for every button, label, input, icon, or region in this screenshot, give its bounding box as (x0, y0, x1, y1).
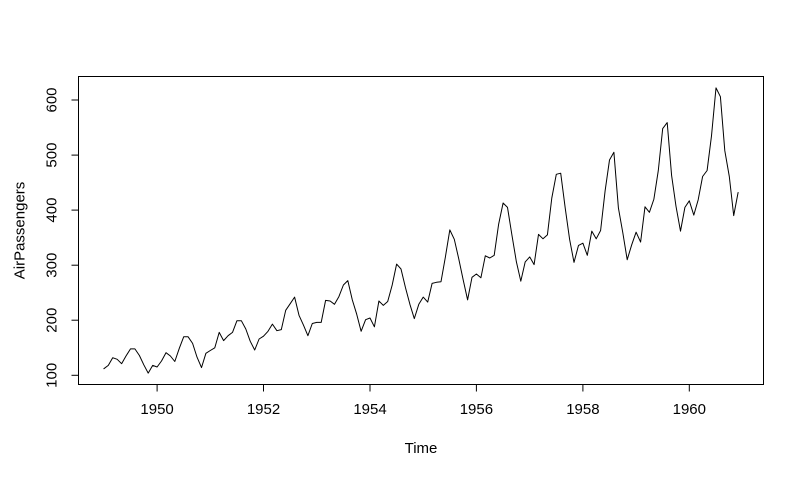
y-tick-label: 100 (44, 363, 61, 388)
y-tick-label: 200 (44, 308, 61, 333)
x-tick-label: 1958 (566, 401, 599, 418)
x-tick-label: 1952 (247, 401, 280, 418)
x-tick-label: 1954 (353, 401, 386, 418)
y-tick-label: 600 (44, 87, 61, 112)
x-axis-title: Time (405, 440, 438, 457)
y-axis-title: AirPassengers (12, 182, 29, 280)
plot-box (78, 76, 764, 385)
airpassengers-series-line (103, 87, 739, 374)
axis-tick-labels: 1950 1952 1954 1956 1958 1960 100 200 300 400 500 6… (44, 87, 706, 418)
y-tick-label: 400 (44, 198, 61, 223)
x-tick-label: 1956 (460, 401, 493, 418)
axis-ticks (71, 99, 690, 392)
y-tick-label: 500 (44, 143, 61, 168)
x-tick-label: 1960 (673, 401, 706, 418)
y-tick-label: 300 (44, 253, 61, 278)
x-tick-label: 1950 (140, 401, 173, 418)
